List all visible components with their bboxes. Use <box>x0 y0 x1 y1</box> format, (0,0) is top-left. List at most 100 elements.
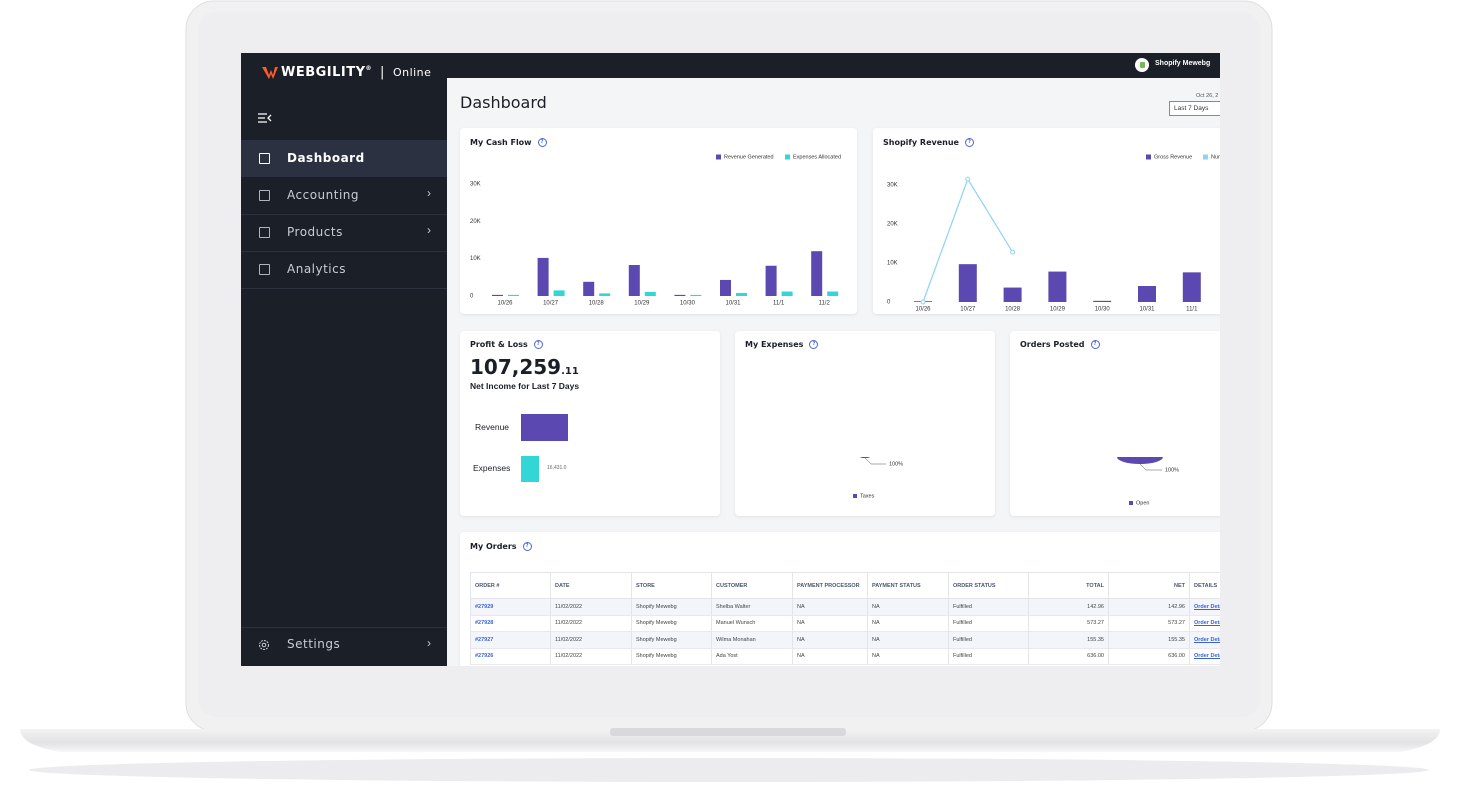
cell: Fulfilled <box>948 598 1029 616</box>
bar <box>781 291 793 296</box>
slice-label: 100% <box>1165 467 1179 473</box>
cell: 11/02/2022 <box>550 598 632 616</box>
help-icon[interactable]: ? <box>1090 340 1100 349</box>
cell: Fulfilled <box>948 631 1029 649</box>
date-label: Oct 26, 2 <box>1196 93 1219 99</box>
divider: | <box>380 65 385 80</box>
cell: 636.00 <box>1108 648 1190 665</box>
bar <box>644 291 656 296</box>
x-tick-label: 10/31 <box>725 301 741 307</box>
chevron: › <box>427 186 431 200</box>
menu-item[interactable]: Analytics <box>287 262 346 276</box>
bar <box>583 281 595 296</box>
legend-label: Taxes <box>860 493 875 499</box>
revenue-bar <box>521 414 568 441</box>
menu-icon <box>259 190 270 201</box>
card-title: Profit & Loss? <box>470 340 543 349</box>
sidebar: WEBGILITY® | Online Dashboard Accounting › Pr… <box>241 53 447 666</box>
column-header: PAYMENT STATUS <box>867 572 949 599</box>
cell: Wilma Monahan <box>711 631 793 649</box>
order-row: #27928 11/02/2022 Shopify Mewebg Manuel Wun… <box>470 615 1220 632</box>
x-tick-label: 10/28 <box>589 301 605 307</box>
column-header: ORDER STATUS <box>948 572 1029 599</box>
cell: 142.96 <box>1108 598 1190 616</box>
cell: 11/02/2022 <box>550 648 632 665</box>
point <box>1010 249 1016 255</box>
cash-flow-card: My Cash Flow? <box>460 128 857 314</box>
help-icon[interactable]: ? <box>537 138 547 147</box>
cell: NA <box>867 615 949 632</box>
bar <box>1182 272 1201 302</box>
bar <box>599 293 611 296</box>
details-link[interactable]: Order Detail <box>1189 615 1220 632</box>
column-header: DATE <box>550 572 632 599</box>
cell: 573.27 <box>1108 615 1190 632</box>
bar <box>958 264 977 302</box>
bar <box>628 265 640 296</box>
x-tick-label: 11/1 <box>773 301 785 307</box>
title-text: My Orders <box>470 542 517 551</box>
bar <box>1138 286 1156 302</box>
x-tick-label: 10/31 <box>1139 307 1155 313</box>
legend-swatch <box>1203 154 1208 160</box>
legend-label: Expenses Allocated <box>793 154 841 160</box>
card-title: My Cash Flow? <box>470 138 547 147</box>
date-button[interactable]: Last 7 Days <box>1169 101 1220 116</box>
details-link[interactable]: Order Detail <box>1189 648 1220 665</box>
profit-loss-card: Profit & Loss? 107,259.11 Net Income for… <box>460 331 720 516</box>
bar <box>508 294 519 296</box>
settings-icon <box>259 640 269 650</box>
point <box>920 299 926 305</box>
top-bar: Shopify Mewebg <box>447 53 1220 78</box>
y-tick-label: 0 <box>887 300 891 306</box>
menu-item[interactable]: Products <box>287 225 343 239</box>
title-text: My Expenses <box>745 340 804 349</box>
cell: Shopify Mewebg <box>631 648 712 665</box>
legend-swatch <box>853 494 857 498</box>
legend-label: Revenue Generated <box>724 154 774 160</box>
order-link[interactable]: #27928 <box>470 615 551 632</box>
details-link[interactable]: Order Detail <box>1189 598 1220 616</box>
legend-label: Num <box>1211 154 1220 160</box>
expenses-card: My Expenses? <box>735 331 995 516</box>
y-tick-label: 30K <box>470 182 481 188</box>
order-link[interactable]: #27926 <box>470 648 551 665</box>
menu-item[interactable]: Dashboard <box>287 151 365 165</box>
help-icon[interactable]: ? <box>809 340 819 349</box>
bar <box>537 257 549 296</box>
chevron: › <box>427 636 431 650</box>
settings-link[interactable]: Settings <box>287 637 341 651</box>
order-link[interactable]: #27927 <box>470 631 551 649</box>
cell: 573.27 <box>1028 615 1109 632</box>
shopify-revenue-card: Shopify Revenue? <box>873 128 1220 314</box>
point <box>965 176 971 182</box>
store-name[interactable]: Shopify Mewebg <box>1155 60 1211 67</box>
help-icon[interactable]: ? <box>533 340 543 349</box>
brand: WEBGILITY® | Online <box>281 65 431 80</box>
card-title: Orders Posted? <box>1020 340 1100 349</box>
cell: Shelba Walter <box>711 598 793 616</box>
active-row <box>241 140 447 177</box>
x-tick-label: 11/2 <box>819 301 831 307</box>
cell: NA <box>792 598 868 616</box>
x-tick-label: 10/26 <box>497 301 513 307</box>
cell: NA <box>792 631 868 649</box>
chevron: › <box>427 223 431 237</box>
cell: 636.00 <box>1028 648 1109 665</box>
cell: 11/02/2022 <box>550 631 632 649</box>
help-icon[interactable]: ? <box>522 542 532 551</box>
column-header: DETAILS <box>1189 572 1220 599</box>
slice-label: 100% <box>889 461 903 467</box>
expenses-bar <box>521 456 539 482</box>
order-link[interactable]: #27929 <box>470 598 551 616</box>
title-text: Profit & Loss <box>470 340 528 349</box>
leader <box>1139 463 1162 471</box>
bar <box>1048 271 1067 302</box>
column-header: ORDER # <box>470 572 551 599</box>
menu-toggle[interactable] <box>258 113 272 123</box>
x-tick-label: 10/27 <box>960 307 976 313</box>
menu-item[interactable]: Accounting <box>287 188 360 202</box>
details-link[interactable]: Order Detail <box>1189 631 1220 649</box>
column-header: CUSTOMER <box>711 572 793 599</box>
help-icon[interactable]: ? <box>964 138 974 147</box>
